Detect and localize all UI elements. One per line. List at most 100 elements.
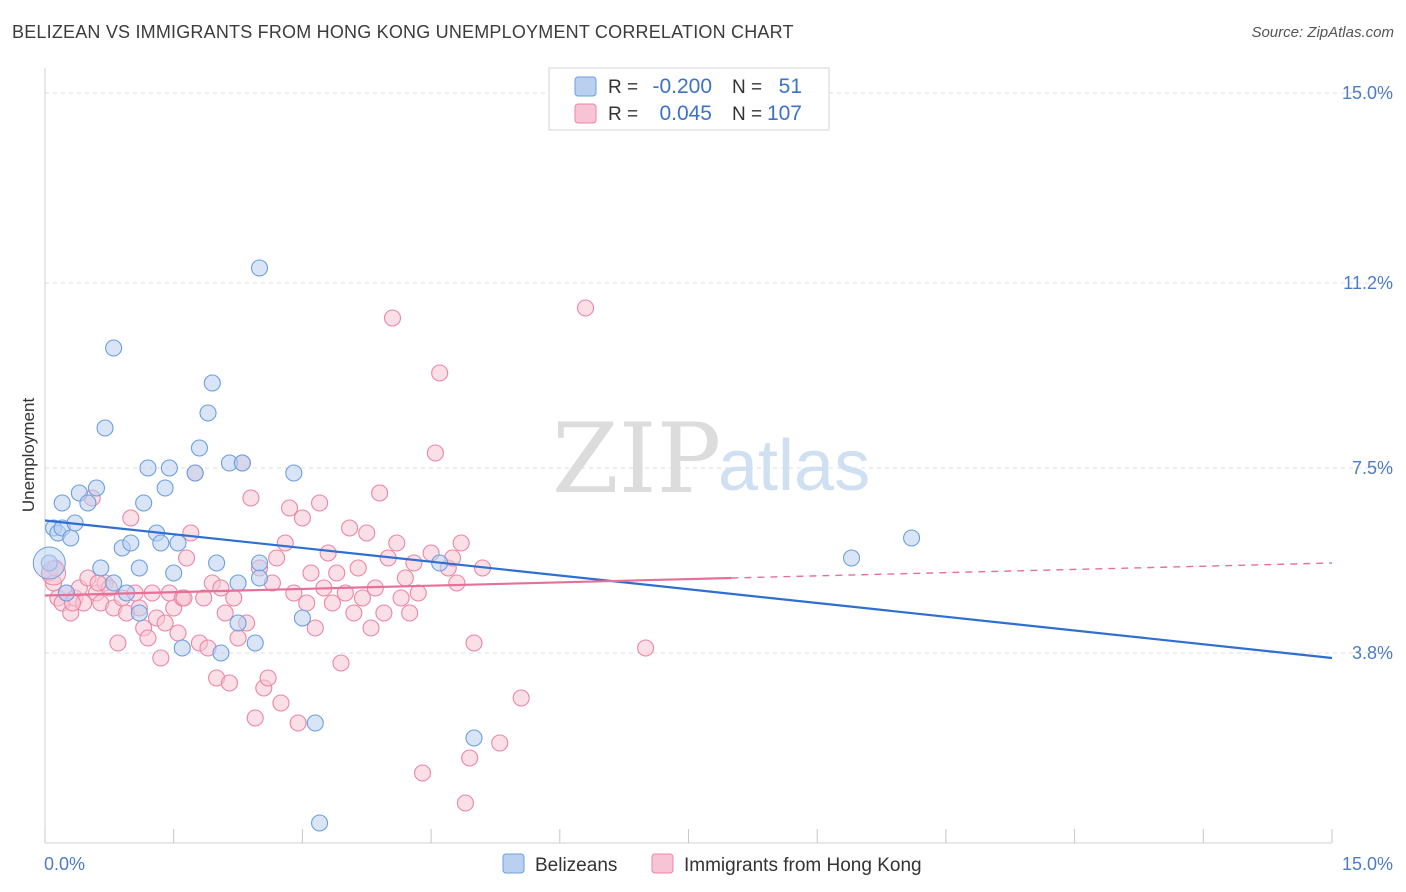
hongkong-point-61 <box>302 564 320 582</box>
legend-r-label-2: R = <box>608 104 638 125</box>
belizeans-point-27 <box>186 464 204 482</box>
belizeans-point-47 <box>465 729 483 747</box>
belizeans-point-38 <box>250 554 269 572</box>
belizeans-point-9 <box>87 479 106 497</box>
belizeans-point-5 <box>62 529 80 547</box>
hongkong-point-89 <box>426 444 444 462</box>
hongkong-point-87 <box>413 764 432 782</box>
legend-r-label-1: R = <box>608 77 638 98</box>
hongkong-point-105 <box>89 574 107 592</box>
gridlines <box>45 92 1392 654</box>
bottom-legend-swatch-hongkong <box>651 853 674 874</box>
hongkong-point-85 <box>405 554 423 572</box>
belizeans-point-31 <box>203 374 221 392</box>
axes <box>44 68 1333 844</box>
belizeans-point-41 <box>250 259 269 277</box>
y-tick-labels: 3.8% 7.5% 11.2% 15.0% <box>1342 83 1393 663</box>
series-hongkong-points <box>40 299 655 812</box>
hongkong-point-27 <box>156 614 174 632</box>
hongkong-point-60 <box>298 594 316 612</box>
legend-n-label-1: N = <box>732 77 762 98</box>
belizeans-point-36 <box>229 614 247 632</box>
legend-n-value-2: 107 <box>767 102 802 125</box>
watermark: ZIP atlas <box>552 403 870 515</box>
hongkong-point-68 <box>332 654 350 672</box>
bottom-legend-label-belizeans: Belizeans <box>535 855 617 876</box>
hongkong-point-101 <box>576 299 595 317</box>
watermark-atlas: atlas <box>718 426 870 506</box>
watermark-zip: ZIP <box>552 403 721 515</box>
belizeans-point-13 <box>105 339 123 357</box>
belizeans-point-33 <box>212 644 230 662</box>
hongkong-point-43 <box>225 589 243 607</box>
hongkong-point-56 <box>280 499 299 517</box>
y-axis-title: Unemployment <box>19 398 38 513</box>
hongkong-point-71 <box>345 604 363 622</box>
hongkong-point-65 <box>319 544 337 562</box>
hongkong-trend-extension <box>731 562 1333 579</box>
x-tick-label-left: 0.0% <box>44 854 85 874</box>
belizeans-point-49 <box>903 529 921 547</box>
belizeans-point-3 <box>53 494 71 512</box>
belizeans-point-18 <box>130 559 148 577</box>
belizeans-point-11 <box>96 419 114 437</box>
y-tick-label-0: 3.8% <box>1352 643 1393 663</box>
belizeans-point-25 <box>165 564 183 582</box>
legend-n-label-2: N = <box>732 104 762 125</box>
belizeans-point-10 <box>92 559 110 577</box>
hongkong-point-73 <box>353 589 372 607</box>
belizeans-point-19 <box>135 494 153 512</box>
hongkong-point-59 <box>293 509 311 527</box>
hongkong-point-44 <box>229 629 247 647</box>
hongkong-point-41 <box>216 604 234 622</box>
hongkong-point-94 <box>452 534 470 552</box>
hongkong-point-36 <box>195 589 213 607</box>
belizeans-point-39 <box>250 569 269 587</box>
hongkong-point-23 <box>139 629 157 647</box>
belizeans-point-50 <box>57 584 75 602</box>
y-tick-label-3: 15.0% <box>1342 83 1393 103</box>
bottom-legend-swatch-belizeans <box>502 853 525 874</box>
belizeans-point-23 <box>156 479 174 497</box>
hongkong-point-84 <box>401 604 419 622</box>
hongkong-point-63 <box>311 494 329 512</box>
hongkong-point-48 <box>246 709 264 727</box>
hongkong-point-32 <box>178 549 196 567</box>
x-tick-label-right: 15.0% <box>1342 854 1393 874</box>
legend-r-value-1: -0.200 <box>652 75 712 98</box>
chart-source: Source: ZipAtlas.com <box>1251 24 1394 41</box>
hongkong-point-74 <box>358 524 376 542</box>
hongkong-point-51 <box>259 669 277 687</box>
hongkong-point-30 <box>169 624 187 642</box>
hongkong-point-97 <box>465 634 483 652</box>
hongkong-point-99 <box>491 734 509 752</box>
hongkong-point-81 <box>388 534 406 552</box>
belizeans-point-32 <box>208 554 226 572</box>
hongkong-point-47 <box>242 489 260 507</box>
trend-lines <box>44 519 1333 660</box>
legend-swatch-hongkong <box>574 103 597 124</box>
hongkong-point-55 <box>276 534 294 552</box>
hongkong-point-102 <box>637 639 655 657</box>
belizeans-point-43 <box>293 609 311 627</box>
hongkong-point-96 <box>461 749 479 767</box>
belizeans-point-30 <box>199 404 217 422</box>
hongkong-point-16 <box>109 634 127 652</box>
belizeans-point-28 <box>173 639 191 657</box>
hongkong-point-77 <box>371 484 389 502</box>
belizeans-point-8 <box>79 494 97 512</box>
chart-title: BELIZEAN VS IMMIGRANTS FROM HONG KONG UN… <box>12 22 794 42</box>
belizeans-point-17 <box>130 604 148 622</box>
belizeans-point-29 <box>190 439 208 457</box>
hongkong-point-67 <box>328 564 346 582</box>
legend-swatch-belizeans <box>574 76 597 97</box>
hongkong-point-42 <box>220 674 239 692</box>
belizeans-point-cluster <box>32 546 66 580</box>
belizeans-point-24 <box>160 459 178 477</box>
hongkong-point-19 <box>122 509 140 527</box>
y-tick-label-1: 7.5% <box>1352 458 1393 478</box>
belizeans-point-20 <box>139 459 157 477</box>
belizeans-point-45 <box>311 814 329 832</box>
legend-box: R = -0.200 N = 51 R = 0.045 N = 107 <box>548 67 830 131</box>
